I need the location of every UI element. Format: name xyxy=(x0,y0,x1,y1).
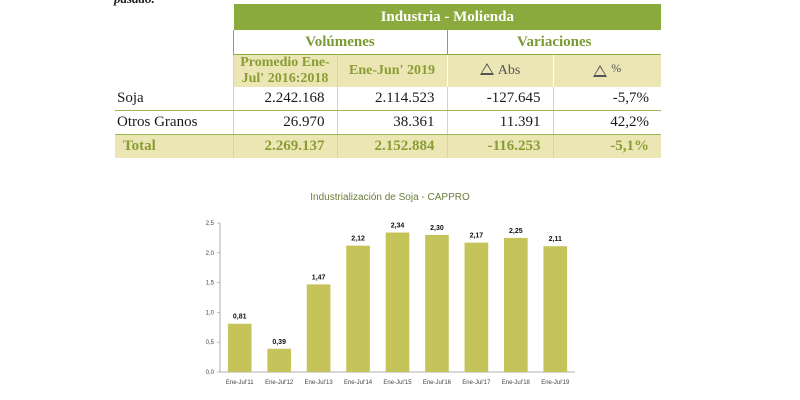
x-tick-label: Ene-Jul'15 xyxy=(383,380,412,386)
total-ene-jun: 2.152.884 xyxy=(336,134,447,158)
total-row: Total 2.269.137 2.152.884 -116.253 -5,1% xyxy=(115,134,662,158)
row-label: Soja xyxy=(115,87,233,111)
industria-molienda-table: Industria - Molienda Volúmenes Variacion… xyxy=(115,4,662,158)
cell-abs: 11.391 xyxy=(446,110,553,135)
data-label: 2,30 xyxy=(430,225,444,232)
col-header-abs: Abs xyxy=(446,54,553,87)
bar xyxy=(543,246,568,372)
data-label: 2,12 xyxy=(351,236,365,243)
y-tick-label: 2,5 xyxy=(206,221,215,227)
total-abs: -116.253 xyxy=(446,134,553,158)
chart-title: Industrialización de Soja - CAPPRO xyxy=(310,192,470,203)
cell-ene-jun: 38.361 xyxy=(336,110,447,135)
cell-promedio: 26.970 xyxy=(232,110,337,135)
bar xyxy=(346,245,370,372)
cell-pct: 42,2% xyxy=(552,110,662,135)
y-tick-label: 1,0 xyxy=(206,310,215,316)
data-label: 2,25 xyxy=(509,228,523,235)
table-main-header: Industria - Molienda xyxy=(232,4,662,30)
top-caption-fragment: pasado. xyxy=(114,0,155,7)
table-corner-blank-3 xyxy=(115,54,233,87)
bar xyxy=(267,348,291,372)
bar xyxy=(504,237,528,372)
total-label: Total xyxy=(115,134,233,158)
cell-abs: -127.645 xyxy=(446,87,553,111)
cell-ene-jun: 2.114.523 xyxy=(336,87,447,111)
total-pct: -5,1% xyxy=(552,134,662,158)
data-label: 2,17 xyxy=(470,233,484,240)
bar xyxy=(425,234,449,372)
bar xyxy=(306,284,331,372)
delta-icon xyxy=(593,65,608,77)
y-tick-label: 2,0 xyxy=(206,251,215,257)
data-label: 2,34 xyxy=(391,223,405,230)
col-header-abs-label: Abs xyxy=(497,63,521,78)
table-row: Otros Granos 26.970 38.361 11.391 42,2% xyxy=(115,110,662,135)
x-tick-label: Ene-Jul'18 xyxy=(502,380,531,386)
x-tick-label: Ene-Jul'16 xyxy=(423,380,452,386)
col-header-pct-label: % xyxy=(611,61,622,75)
x-tick-label: Ene-Jul'13 xyxy=(305,380,334,386)
col-header-ene-jun: Ene-Jun' 2019 xyxy=(336,54,447,87)
data-label: 2,11 xyxy=(549,236,562,243)
bar xyxy=(464,242,489,372)
bar xyxy=(227,323,252,372)
x-tick-label: Ene-Jul'11 xyxy=(226,380,254,386)
delta-icon xyxy=(479,63,494,75)
bar xyxy=(385,232,410,372)
cell-promedio: 2.242.168 xyxy=(232,87,337,111)
data-label: 0,39 xyxy=(272,339,286,346)
x-tick-label: Ene-Jul'19 xyxy=(541,380,570,386)
data-label: 0,81 xyxy=(233,314,247,321)
x-tick-label: Ene-Jul'12 xyxy=(265,380,294,386)
y-tick-label: 0,5 xyxy=(206,340,215,346)
y-tick-label: 0,0 xyxy=(206,370,215,376)
row-label: Otros Granos xyxy=(115,110,233,135)
group-header-volumenes: Volúmenes xyxy=(232,30,447,55)
col-header-pct: % xyxy=(552,54,662,87)
x-tick-label: Ene-Jul'17 xyxy=(462,380,491,386)
y-tick-label: 1,5 xyxy=(206,281,215,287)
x-tick-label: Ene-Jul'14 xyxy=(344,380,373,386)
group-header-variaciones: Variaciones xyxy=(446,30,662,55)
total-promedio: 2.269.137 xyxy=(232,134,337,158)
table-row: Soja 2.242.168 2.114.523 -127.645 -5,7% xyxy=(115,87,662,111)
cell-pct: -5,7% xyxy=(552,87,662,111)
data-label: 1,47 xyxy=(312,274,326,281)
col-header-promedio: Promedio Ene-Jul' 2016:2018 xyxy=(232,54,337,87)
